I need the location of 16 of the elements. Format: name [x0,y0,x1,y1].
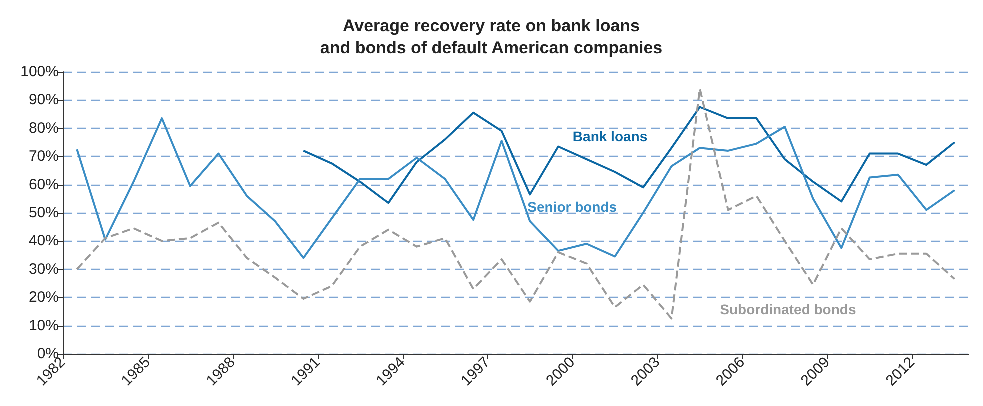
series-label: Bank loans [572,128,648,144]
y-tick-label: 50% [28,204,59,222]
series-label: Senior bonds [528,198,618,215]
chart-title: Average recovery rate on bank loans and bonds of default American companies [320,16,663,58]
y-tick-label: 80% [28,120,59,137]
y-tick-label: 60% [28,176,59,194]
y-tick-label: 90% [28,92,59,109]
line-series [76,88,956,320]
y-tick-label: 70% [28,148,59,166]
y-tick-label: 20% [28,289,59,306]
y-tick-label: 10% [28,317,59,334]
y-tick-label: 100% [20,64,59,80]
line-series [76,118,956,260]
y-tick-label: 40% [28,232,59,250]
y-tick-label: 30% [28,260,59,278]
text: Subordinated bonds [720,302,856,318]
